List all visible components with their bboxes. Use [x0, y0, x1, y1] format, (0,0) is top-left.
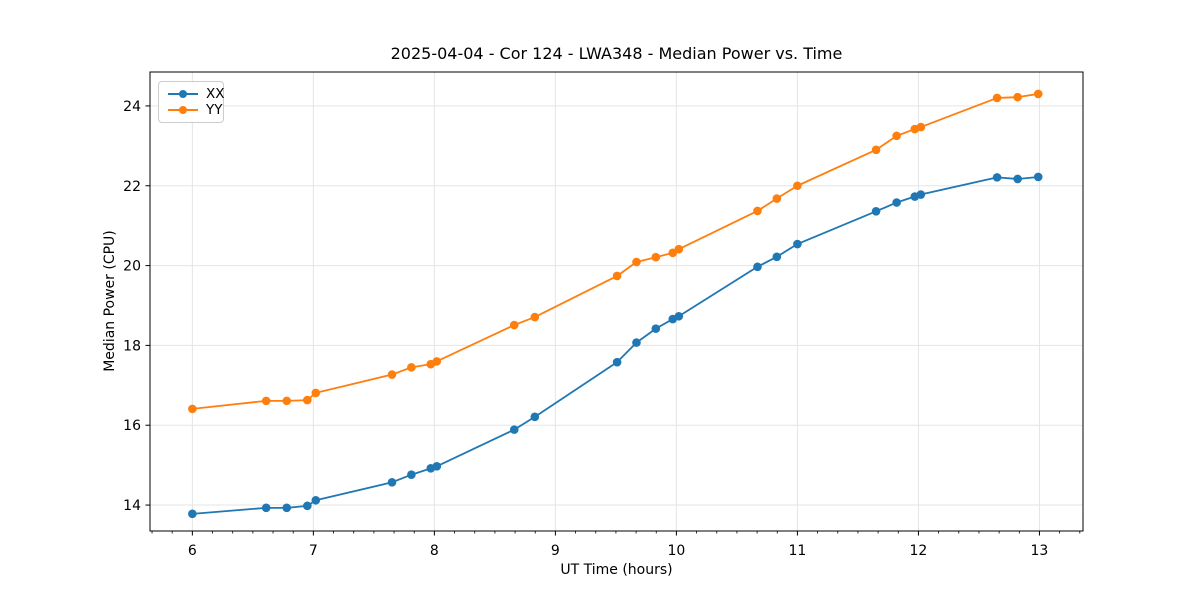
x-tick-label: 8	[430, 543, 439, 559]
yy-data-point	[753, 206, 762, 216]
xx-data-point	[311, 495, 321, 505]
yy-data-point	[612, 271, 622, 281]
xx-data-point	[892, 198, 901, 207]
xx-series-swatch	[168, 86, 198, 102]
yy-series-swatch	[168, 102, 198, 118]
x-tick-label: 10	[667, 543, 685, 559]
x-axis-label: UT Time (hours)	[560, 562, 673, 578]
xx-data-point	[387, 478, 397, 487]
xx-data-point	[632, 338, 641, 347]
yy-data-point	[632, 257, 641, 267]
yy-data-point	[916, 122, 926, 132]
xx-data-point	[772, 252, 782, 262]
xx-data-point	[509, 425, 519, 434]
yy-data-point	[1013, 92, 1022, 102]
yy-data-point	[992, 93, 1002, 103]
yy-data-point	[407, 363, 416, 372]
chart-title: 2025-04-04 - Cor 124 - LWA348 - Median P…	[390, 44, 843, 63]
yy-data-point	[793, 181, 802, 191]
y-tick-label: 20	[123, 259, 141, 275]
xx-data-point	[871, 206, 881, 216]
xx-data-point	[282, 503, 292, 513]
yy-data-point	[651, 252, 661, 262]
xx-data-point	[793, 239, 802, 249]
yy-data-point	[530, 312, 540, 322]
legend-item-xx: XX	[168, 86, 225, 102]
xx-data-point	[992, 173, 1002, 182]
yy-data-point	[303, 395, 312, 405]
xx-data-point	[1013, 174, 1022, 184]
xx-data-point	[1033, 172, 1043, 182]
yy-data-point	[509, 320, 519, 330]
yy-data-point	[892, 131, 901, 141]
xx-data-point	[612, 357, 622, 367]
y-tick-label: 22	[123, 179, 141, 195]
yy-data-point	[311, 388, 321, 398]
x-tick-label: 9	[551, 543, 560, 559]
xx-data-point	[916, 190, 926, 199]
yy-data-point	[188, 404, 197, 414]
x-tick-label: 6	[188, 543, 197, 559]
y-tick-label: 18	[123, 338, 141, 354]
xx-data-point	[261, 503, 271, 513]
legend-item-yy: YY	[168, 102, 223, 118]
xx-data-point	[753, 262, 762, 272]
xx-data-point	[407, 470, 416, 480]
xx-data-point	[432, 462, 442, 471]
xx-data-point	[674, 311, 684, 321]
yy-data-point	[432, 357, 442, 366]
y-axis-label: Median Power (CPU)	[102, 230, 118, 372]
x-tick-label: 13	[1031, 543, 1049, 559]
plot-border	[149, 71, 1084, 532]
y-tick-label: 14	[123, 498, 141, 514]
x-tick-label: 7	[309, 543, 318, 559]
xx-data-point	[188, 509, 197, 519]
yy-data-point	[387, 370, 397, 379]
xx-data-point	[303, 501, 312, 511]
yy-data-point	[674, 244, 684, 254]
yy-data-point	[1033, 89, 1043, 99]
xx-data-point	[651, 324, 661, 333]
yy-data-point	[261, 396, 271, 406]
x-tick-label: 12	[910, 543, 928, 559]
legend-label-xx: XX	[206, 86, 225, 102]
y-tick-label: 24	[123, 99, 141, 115]
legend-label-yy: YY	[206, 102, 223, 118]
yy-data-point	[871, 145, 881, 155]
legend: XX YY	[158, 81, 225, 123]
y-tick-label: 16	[123, 418, 141, 434]
yy-data-point	[282, 396, 292, 406]
xx-data-point	[530, 412, 540, 422]
yy-data-point	[772, 194, 782, 203]
x-tick-label: 11	[788, 543, 806, 559]
